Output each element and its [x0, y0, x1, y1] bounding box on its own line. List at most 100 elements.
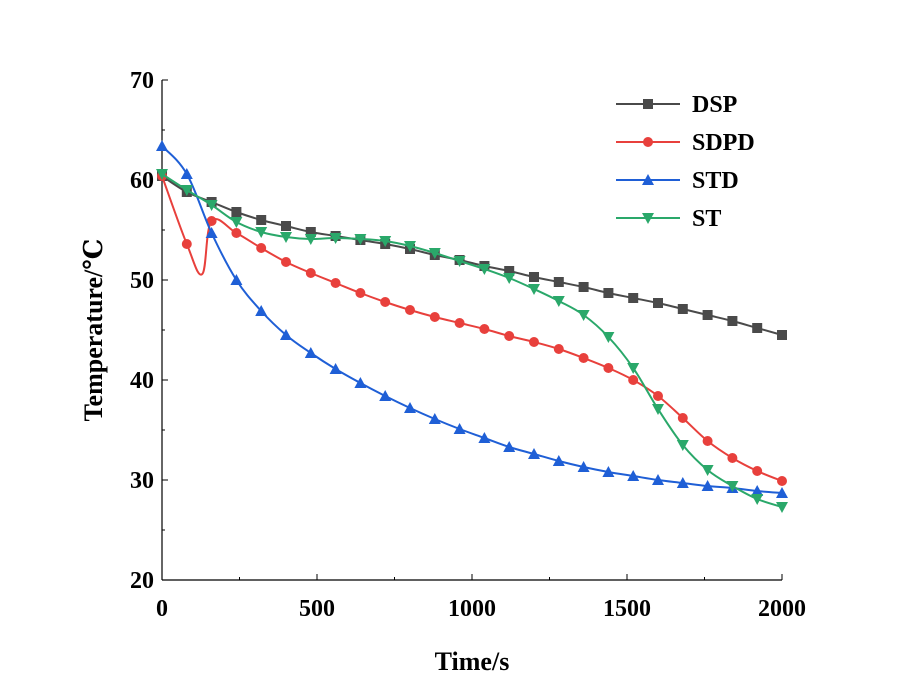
data-point-sdpd	[752, 466, 763, 476]
data-point-st	[180, 185, 193, 196]
data-point-dsp	[578, 282, 589, 292]
data-point-dsp	[231, 207, 242, 217]
data-point-std	[354, 377, 367, 388]
data-point-st	[156, 169, 168, 180]
data-point-std	[404, 402, 416, 413]
legend-marker-sdpd	[643, 137, 653, 147]
data-point-std	[503, 441, 516, 452]
data-point-st	[354, 234, 367, 245]
data-point-dsp	[529, 272, 539, 282]
series-dsp	[157, 171, 787, 340]
data-point-std	[577, 461, 590, 472]
data-point-sdpd	[355, 288, 366, 298]
series-sdpd	[157, 171, 787, 486]
x-tick-label: 2000	[758, 596, 806, 622]
axis-tick-labels: 0 500 1000 1500 2000 20 30 40 50 60 70	[130, 68, 806, 622]
series-line-sdpd	[161, 175, 783, 482]
series-layer	[156, 140, 788, 513]
data-point-dsp	[281, 221, 291, 231]
data-point-std	[776, 487, 788, 498]
data-point-sdpd	[653, 391, 663, 401]
data-point-st	[478, 264, 491, 275]
data-point-sdpd	[702, 436, 713, 446]
series-line-std	[161, 145, 783, 494]
data-point-st	[304, 234, 317, 245]
legend: DSP SDPD STD ST	[616, 92, 755, 232]
data-point-st	[776, 502, 788, 513]
axis-ticks	[161, 79, 783, 581]
data-point-std	[304, 347, 317, 358]
data-point-sdpd	[504, 331, 515, 341]
series-st	[156, 169, 788, 513]
data-point-dsp	[777, 330, 787, 340]
data-point-std	[751, 485, 764, 496]
data-point-std	[379, 390, 392, 401]
data-point-dsp	[727, 316, 738, 326]
data-point-std	[602, 466, 615, 477]
data-point-dsp	[256, 215, 267, 225]
data-point-std	[676, 477, 689, 488]
y-tick-label: 30	[130, 468, 154, 494]
data-point-st	[428, 248, 441, 259]
data-point-std	[156, 140, 168, 151]
data-point-st	[503, 273, 516, 284]
data-point-sdpd	[628, 375, 639, 385]
data-point-std	[255, 305, 268, 316]
data-point-std	[205, 227, 218, 238]
data-point-st	[379, 236, 392, 247]
data-point-dsp	[603, 288, 614, 298]
data-point-std	[180, 168, 193, 179]
legend-marker-dsp	[643, 99, 653, 109]
y-tick-label: 50	[130, 268, 154, 294]
data-point-sdpd	[429, 312, 440, 322]
data-point-dsp	[305, 227, 316, 237]
x-tick-label: 0	[156, 596, 168, 622]
data-point-sdpd	[305, 268, 316, 278]
data-point-sdpd	[281, 257, 291, 267]
data-point-st	[329, 233, 342, 244]
data-point-st	[627, 363, 640, 374]
x-tick-label: 1000	[448, 596, 496, 622]
legend-item-st: ST	[616, 206, 721, 232]
data-point-std	[478, 432, 491, 443]
data-point-std	[701, 480, 714, 491]
data-point-st	[528, 284, 540, 295]
data-point-dsp	[752, 323, 763, 333]
data-point-st	[676, 440, 689, 451]
plot-area	[161, 80, 782, 581]
data-point-std	[652, 474, 664, 485]
data-point-sdpd	[330, 278, 341, 288]
data-point-sdpd	[578, 353, 589, 363]
data-point-st	[552, 296, 565, 307]
data-point-dsp	[653, 298, 663, 308]
data-point-sdpd	[727, 453, 738, 463]
data-point-std	[627, 470, 640, 481]
data-point-sdpd	[231, 228, 242, 238]
data-point-st	[602, 332, 615, 343]
data-point-st	[701, 465, 714, 476]
x-tick-label: 1500	[603, 596, 651, 622]
data-point-st	[453, 256, 466, 267]
data-point-st	[230, 217, 243, 228]
data-point-std	[329, 363, 342, 374]
y-axis-label: Temperature/℃	[79, 239, 108, 422]
data-point-sdpd	[405, 305, 415, 315]
legend-label-dsp: DSP	[692, 92, 737, 118]
x-tick-label: 500	[299, 596, 335, 622]
data-point-dsp	[553, 277, 564, 287]
data-point-st	[280, 232, 292, 243]
legend-item-dsp: DSP	[616, 92, 737, 118]
series-line-st	[161, 173, 783, 508]
data-point-std	[453, 423, 466, 434]
y-tick-label: 40	[130, 368, 154, 394]
data-point-std	[528, 448, 540, 459]
x-axis-label: Time/s	[435, 647, 510, 676]
data-point-dsp	[702, 310, 713, 320]
data-point-dsp	[677, 304, 688, 314]
legend-marker-std	[642, 174, 654, 185]
y-tick-label: 70	[130, 68, 154, 94]
legend-marker-st	[642, 213, 654, 224]
data-point-sdpd	[181, 239, 192, 249]
data-point-st	[577, 310, 590, 321]
